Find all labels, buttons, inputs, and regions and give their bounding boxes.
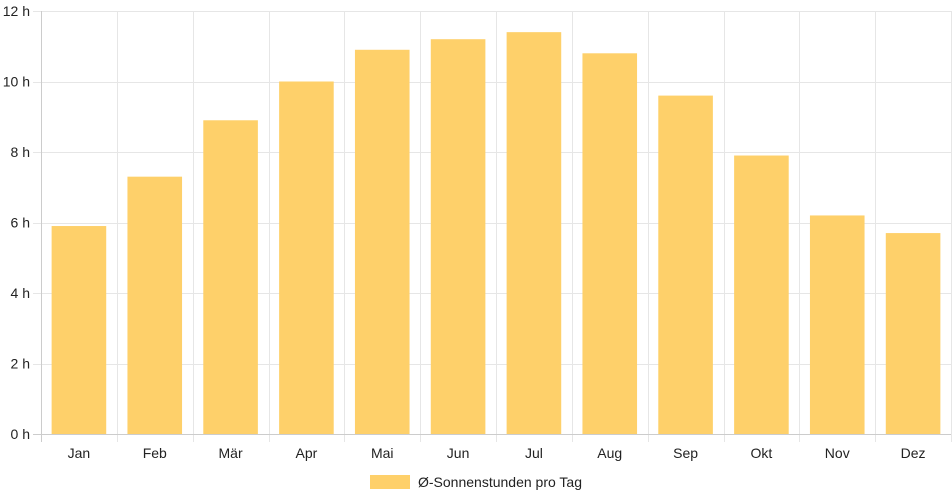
y-tick-label: 0 h: [11, 426, 30, 442]
legend-swatch[interactable]: [370, 475, 410, 489]
bar[interactable]: [582, 53, 638, 435]
grid-layer: [33, 11, 952, 442]
x-tick-label: Jul: [525, 445, 543, 461]
bar[interactable]: [430, 39, 486, 434]
bar[interactable]: [127, 176, 183, 435]
x-tick-label: Okt: [751, 445, 773, 461]
x-tick-label: Mär: [219, 445, 243, 461]
bar[interactable]: [734, 155, 789, 434]
x-tick-label: Aug: [597, 445, 622, 461]
y-tick-label: 2 h: [11, 356, 30, 372]
x-tick-label: Jan: [68, 445, 91, 461]
y-tick-label: 6 h: [11, 215, 30, 231]
y-tick-label: 10 h: [3, 74, 30, 90]
axis-layer: 0 h 2 h 4 h 6 h 8 h 10 h 12 h Jan Feb Mär Apr Mai Ju…: [3, 3, 951, 461]
x-tick-label: Sep: [673, 445, 698, 461]
bar[interactable]: [506, 32, 562, 435]
x-tick-label: Feb: [143, 445, 167, 461]
x-tick-label: Mai: [371, 445, 394, 461]
x-tick-label: Apr: [296, 445, 318, 461]
x-tick-label: Jun: [447, 445, 470, 461]
bar[interactable]: [279, 81, 334, 435]
y-tick-label: 8 h: [11, 144, 30, 160]
x-tick-label: Dez: [901, 445, 926, 461]
legend-label[interactable]: Ø-Sonnenstunden pro Tag: [418, 474, 582, 490]
bar-layer: [51, 32, 941, 435]
x-tick-label: Nov: [825, 445, 850, 461]
bar[interactable]: [51, 226, 107, 434]
bar[interactable]: [354, 49, 410, 435]
legend[interactable]: Ø-Sonnenstunden pro Tag: [370, 474, 582, 490]
bar[interactable]: [203, 120, 258, 435]
bar[interactable]: [809, 215, 865, 434]
y-tick-label: 12 h: [3, 3, 30, 19]
bar[interactable]: [658, 95, 713, 434]
bar[interactable]: [885, 233, 941, 434]
y-tick-label: 4 h: [11, 285, 30, 301]
